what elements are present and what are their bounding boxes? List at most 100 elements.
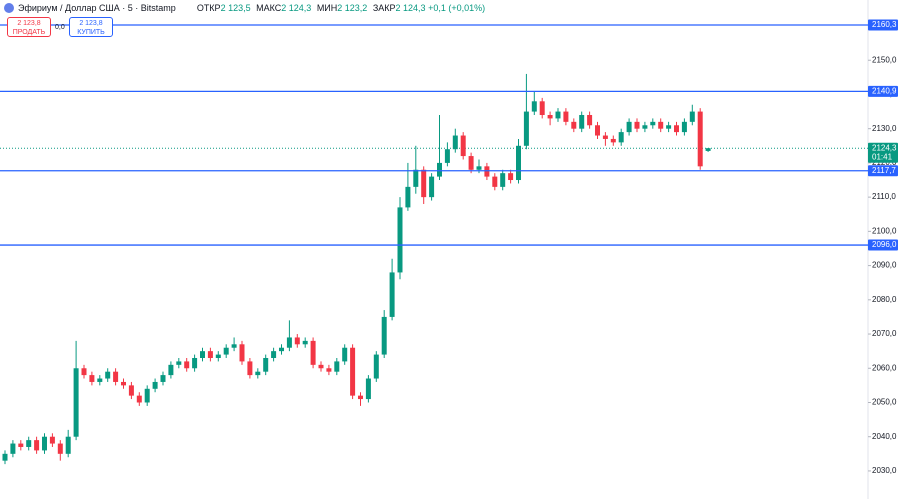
candle-body	[523, 111, 529, 146]
candle-body	[634, 121, 640, 129]
ohlc-value: 2 124,3	[281, 3, 312, 13]
level-tag	[868, 239, 898, 251]
candle-body	[492, 176, 498, 187]
buy-button[interactable]: 2 123,8 КУПИТЬ	[69, 17, 113, 37]
sell-price: 2 123,8	[17, 20, 41, 27]
candle-body	[81, 368, 87, 376]
candle-body	[223, 347, 229, 355]
ohlc-key: МИН	[316, 3, 338, 13]
candle-body	[579, 114, 585, 129]
candle-body	[373, 354, 379, 379]
candle-body	[42, 436, 47, 451]
candle-body	[239, 344, 245, 362]
level-tag	[868, 165, 898, 177]
y-tick-label: 2070,0	[872, 329, 897, 338]
candle-body	[144, 388, 150, 403]
candle-body	[626, 121, 632, 133]
candle-body	[674, 125, 679, 133]
ohlc-key: ОТКР	[196, 3, 221, 13]
candle-body	[666, 125, 672, 129]
level-tag	[868, 19, 898, 31]
candle-body	[18, 443, 24, 447]
sell-button[interactable]: 2 123,8 ПРОДАТЬ	[7, 17, 51, 37]
candle-body	[547, 114, 553, 119]
candle-body	[342, 347, 348, 362]
candle-body	[681, 121, 687, 133]
y-tick-label: 2130,0	[872, 124, 897, 133]
candle-body	[571, 121, 577, 129]
candle-body	[460, 135, 466, 157]
candle-body	[176, 361, 182, 365]
candle-body	[563, 111, 569, 122]
candle-body	[642, 125, 648, 129]
candle-body	[152, 381, 158, 389]
candle-body	[113, 371, 119, 382]
ohlc-value: 2 124,3	[395, 3, 426, 13]
symbol-header: Эфириум / Доллар США · 5 · Bitstamp ОТКР…	[4, 3, 485, 13]
candle-body	[405, 186, 411, 208]
candle-body	[421, 169, 427, 198]
y-tick-label: 2080,0	[872, 295, 897, 304]
candle-body	[302, 340, 308, 345]
candle-body	[500, 173, 506, 187]
candle-body	[595, 125, 600, 136]
candle-body	[263, 357, 269, 372]
candle-body	[705, 148, 711, 151]
level-tag	[868, 85, 898, 97]
candle-body	[279, 347, 284, 352]
candle-body	[26, 440, 32, 447]
ohlc-value: 2 123,2	[337, 3, 368, 13]
candle-body	[207, 351, 213, 358]
candle-body	[231, 344, 237, 348]
y-tick-label: 2110,0	[872, 192, 896, 201]
y-tick-label: 2040,0	[872, 432, 897, 441]
candle-body	[689, 111, 695, 122]
candle-body	[697, 111, 703, 167]
candle-body	[271, 351, 277, 358]
candle-body	[334, 361, 340, 372]
ohlc-key: ЗАКР	[372, 3, 396, 13]
candle-body	[484, 166, 490, 177]
candle-body	[452, 135, 458, 150]
candle-body	[294, 337, 300, 345]
candle-body	[2, 453, 8, 461]
candle-body	[105, 371, 111, 379]
candle-body	[350, 347, 356, 396]
ohlc: ОТКР2 123,5 МАКС2 124,3 МИН2 123,2 ЗАКР2…	[194, 3, 485, 13]
symbol[interactable]: Эфириум / Доллар США · 5 · Bitstamp	[18, 3, 176, 13]
candle-body	[437, 162, 442, 177]
candle-body	[389, 272, 395, 317]
buy-label: КУПИТЬ	[77, 29, 105, 36]
candle-body	[192, 357, 198, 369]
candle-body	[89, 375, 95, 382]
candle-body	[310, 340, 316, 365]
candle-body	[200, 351, 205, 358]
ohlc-key: МАКС	[256, 3, 282, 13]
candle-body	[650, 121, 656, 126]
candle-body	[318, 364, 324, 369]
candle-body	[468, 156, 474, 170]
candle-body	[397, 207, 403, 273]
countdown: 01:41	[872, 152, 893, 161]
last-price-label: 2124,3	[872, 143, 897, 152]
level-label: 2096,0	[872, 240, 897, 249]
candle-body	[10, 443, 16, 454]
candle-body	[97, 378, 103, 382]
symbol-icon	[4, 3, 14, 13]
candle-body	[160, 375, 166, 382]
candle-body	[286, 337, 292, 348]
candle-body	[358, 395, 363, 400]
y-tick-label: 2090,0	[872, 261, 897, 270]
spread: 0,0	[55, 24, 65, 31]
candle-body	[57, 443, 63, 454]
buy-price: 2 123,8	[79, 20, 103, 27]
y-tick-label: 2030,0	[872, 466, 897, 475]
candle-body	[610, 138, 616, 143]
candle-body	[429, 176, 435, 198]
candle-body	[184, 361, 190, 369]
candle-body	[555, 111, 561, 119]
candle-body	[516, 145, 521, 181]
candle-body	[168, 364, 174, 376]
candle-body	[255, 371, 261, 376]
